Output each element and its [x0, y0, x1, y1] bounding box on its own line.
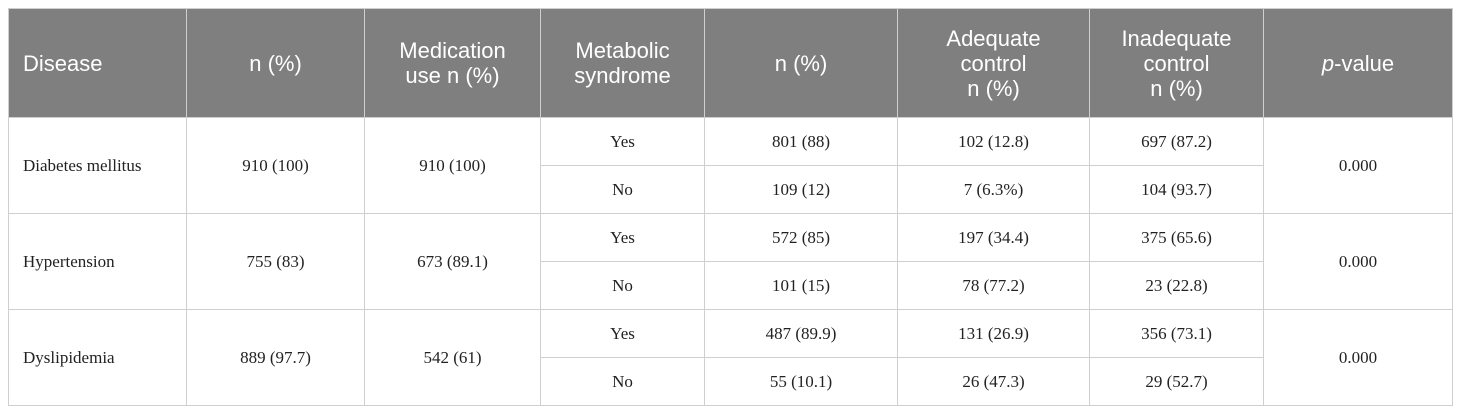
header-cell: Inadequate control n (%)	[1089, 8, 1264, 118]
medication-cell: 542 (61)	[364, 309, 541, 406]
data-table: Disease n (%) Medication use n (%) Metabolic…	[8, 8, 1453, 406]
table-row: Dyslipidemia 889 (97.7) 542 (61) Yes 487 (89…	[8, 309, 1453, 406]
header-cell: Disease	[8, 8, 187, 118]
table-body: Diabetes mellitus 910 (100) 910 (100) Yes 80…	[8, 117, 1453, 406]
header-row: Disease n (%) Medication use n (%) Metabolic…	[8, 8, 1453, 118]
inadequate-cell: 104 (93.7)	[1089, 165, 1264, 214]
adequate-cell: 102 (12.8)	[897, 117, 1090, 166]
n-pct-cell: 755 (83)	[186, 213, 365, 310]
header-line: Medication	[399, 38, 506, 63]
header-cell: Metabolic syndrome	[540, 8, 705, 118]
inadequate-cell: 375 (65.6)	[1089, 213, 1264, 262]
inadequate-cell: 23 (22.8)	[1089, 261, 1264, 310]
table-row: Hypertension 755 (83) 673 (89.1) Yes 572 (85…	[8, 213, 1453, 310]
header-line: Disease	[23, 50, 103, 76]
adequate-cell: 131 (26.9)	[897, 309, 1090, 358]
header-line: control	[1143, 50, 1210, 76]
p-value-cell: 0.000	[1263, 309, 1453, 406]
header-text: -value	[1334, 50, 1395, 76]
metabolic-syndrome-cell: No	[540, 165, 705, 214]
group-n-pct-cell: 109 (12)	[704, 165, 898, 214]
header-line: Adequate	[946, 25, 1041, 51]
adequate-cell: 197 (34.4)	[897, 213, 1090, 262]
metabolic-syndrome-cell: Yes	[540, 213, 705, 262]
disease-cell: Diabetes mellitus	[8, 117, 187, 214]
n-pct-cell: 889 (97.7)	[186, 309, 365, 406]
p-value-cell: 0.000	[1263, 117, 1453, 214]
metabolic-syndrome-cell: No	[540, 261, 705, 310]
header-line: n (%)	[967, 75, 1020, 101]
table-row: No 55 (10.1) 26 (47.3) 29 (52.7)	[9, 357, 1453, 406]
medication-cell: 910 (100)	[364, 117, 541, 214]
header-line: control	[960, 50, 1027, 76]
table-row: No 109 (12) 7 (6.3%) 104 (93.7)	[9, 165, 1453, 214]
group-n-pct-cell: 572 (85)	[704, 213, 898, 262]
header-cell: n (%)	[704, 8, 898, 118]
header-line: syndrome	[574, 63, 671, 88]
table-row: No 101 (15) 78 (77.2) 23 (22.8)	[9, 261, 1453, 310]
inadequate-cell: 356 (73.1)	[1089, 309, 1264, 358]
header-italic: p	[1321, 50, 1335, 76]
group-n-pct-cell: 101 (15)	[704, 261, 898, 310]
metabolic-syndrome-cell: Yes	[540, 309, 705, 358]
medication-cell: 673 (89.1)	[364, 213, 541, 310]
adequate-cell: 7 (6.3%)	[897, 165, 1090, 214]
inadequate-cell: 697 (87.2)	[1089, 117, 1264, 166]
disease-cell: Dyslipidemia	[8, 309, 187, 406]
table-row: Diabetes mellitus 910 (100) 910 (100) Yes 80…	[8, 117, 1453, 214]
adequate-cell: 26 (47.3)	[897, 357, 1090, 406]
inadequate-cell: 29 (52.7)	[1089, 357, 1264, 406]
metabolic-syndrome-cell: No	[540, 357, 705, 406]
header-cell: Adequate control n (%)	[897, 8, 1090, 118]
header-line: n (%)	[774, 50, 828, 76]
disease-cell: Hypertension	[8, 213, 187, 310]
header-line: Metabolic	[575, 38, 670, 63]
n-pct-cell: 910 (100)	[186, 117, 365, 214]
header-line: n (%)	[1150, 75, 1203, 101]
header-cell: Medication use n (%)	[364, 8, 541, 118]
group-n-pct-cell: 487 (89.9)	[704, 309, 898, 358]
adequate-cell: 78 (77.2)	[897, 261, 1090, 310]
table-container: Disease n (%) Medication use n (%) Metabolic…	[8, 8, 1453, 406]
header-line: use n (%)	[405, 63, 500, 88]
group-n-pct-cell: 55 (10.1)	[704, 357, 898, 406]
header-cell: p-value	[1263, 8, 1453, 118]
header-line: Inadequate	[1121, 25, 1232, 51]
group-n-pct-cell: 801 (88)	[704, 117, 898, 166]
header-cell: n (%)	[186, 8, 365, 118]
header-line: n (%)	[249, 50, 302, 76]
p-value-cell: 0.000	[1263, 213, 1453, 310]
metabolic-syndrome-cell: Yes	[540, 117, 705, 166]
